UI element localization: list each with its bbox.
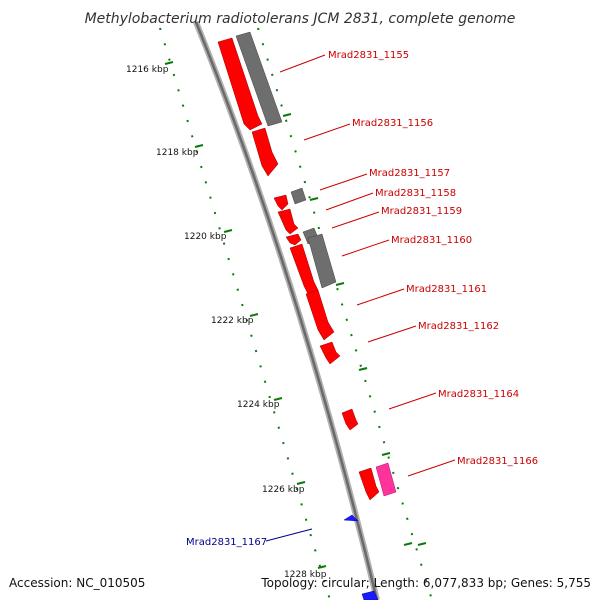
connector-1164: [388, 392, 437, 410]
tick-labels: 1216 kbp 1218 kbp 1220 kbp 1222 kbp 1224…: [126, 65, 327, 580]
connector-1156: [303, 123, 351, 141]
gene-label-1161[interactable]: Mrad2831_1161: [406, 284, 487, 295]
map-title: Methylobacterium radiotolerans JCM 2831,…: [85, 11, 516, 27]
genome-backbone: [193, 20, 380, 600]
gene-feature-1162[interactable]: [319, 341, 341, 365]
connector-1158: [325, 192, 374, 211]
connector-1160: [341, 239, 390, 257]
gene-feature-1166[interactable]: [358, 467, 380, 501]
gene-label-1164[interactable]: Mrad2831_1164: [438, 389, 519, 400]
gene-label-1159[interactable]: Mrad2831_1159: [381, 206, 462, 217]
major-tick: [273, 397, 283, 401]
connector-1161: [356, 288, 405, 306]
major-tick: [317, 565, 327, 569]
topology-text: Topology: circular; Length: 6,077,833 bp…: [260, 576, 591, 590]
major-tick: [249, 313, 259, 317]
gene-label-1157[interactable]: Mrad2831_1157: [369, 168, 450, 179]
gene-label-1162[interactable]: Mrad2831_1162: [418, 321, 499, 332]
tick-label: 1224 kbp: [237, 400, 280, 410]
major-tick: [381, 452, 391, 456]
tick-label: 1218 kbp: [156, 148, 199, 158]
major-tick: [335, 282, 345, 286]
gene-feature-1158[interactable]: [277, 208, 299, 235]
gene-labels: Mrad2831_1155 Mrad2831_1156 Mrad2831_115…: [186, 50, 538, 548]
gene-feature-grey-1[interactable]: [235, 31, 283, 127]
gene-feature-1157[interactable]: [273, 194, 289, 211]
gene-label-1160[interactable]: Mrad2831_1160: [391, 235, 472, 246]
major-tick: [358, 367, 368, 371]
tick-label: 1216 kbp: [126, 65, 169, 75]
gene-label-1156[interactable]: Mrad2831_1156: [352, 118, 433, 129]
tick-label: 1228 kbp: [284, 570, 327, 580]
gene-feature-1159[interactable]: [285, 233, 302, 246]
outer-tick-dots: [257, 27, 433, 600]
tick-label: 1222 kbp: [211, 316, 254, 326]
gene-feature-1164[interactable]: [341, 408, 359, 431]
major-tick: [164, 61, 174, 65]
major-tick: [309, 197, 319, 201]
gene-feature-1155[interactable]: [217, 37, 263, 131]
gene-feature-blue-bottom[interactable]: [361, 590, 379, 600]
gene-feature-1167[interactable]: [343, 514, 359, 522]
major-tick: [194, 144, 204, 148]
connector-1157: [319, 173, 368, 191]
gene-label-1155[interactable]: Mrad2831_1155: [328, 50, 409, 61]
major-tick: [403, 542, 413, 546]
connector-1159: [331, 211, 380, 229]
major-tick: [296, 481, 306, 485]
accession-text: Accession: NC_010505: [9, 576, 145, 590]
gene-feature-grey-4[interactable]: [307, 233, 337, 289]
label-connectors: [265, 54, 456, 542]
gene-feature-grey-2[interactable]: [290, 187, 307, 205]
connector-1166: [407, 459, 456, 477]
gene-feature-1161[interactable]: [305, 289, 335, 341]
connector-1162: [367, 325, 417, 343]
connector-1155: [279, 54, 326, 73]
major-tick: [223, 229, 233, 233]
gene-label-1166[interactable]: Mrad2831_1166: [457, 456, 538, 467]
gene-feature-1156[interactable]: [251, 127, 279, 177]
inner-tick-dots: [159, 27, 331, 600]
gene-label-1158[interactable]: Mrad2831_1158: [375, 188, 456, 199]
major-ticks: [164, 61, 427, 569]
tick-label: 1220 kbp: [184, 232, 227, 242]
connector-1167: [265, 528, 313, 542]
gene-label-1167[interactable]: Mrad2831_1167: [186, 537, 267, 548]
features: [217, 31, 397, 600]
tick-label: 1226 kbp: [262, 485, 305, 495]
gene-feature-pink[interactable]: [375, 462, 397, 497]
major-tick: [417, 542, 427, 546]
tick-marks: [159, 27, 433, 600]
major-tick: [282, 113, 292, 117]
